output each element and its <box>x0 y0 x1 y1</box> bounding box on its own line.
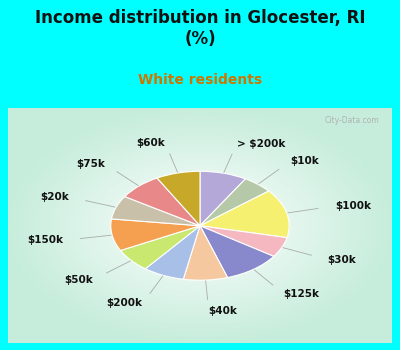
Text: $10k: $10k <box>290 156 319 166</box>
Text: $30k: $30k <box>328 254 356 265</box>
Text: City-Data.com: City-Data.com <box>325 116 380 125</box>
Text: Income distribution in Glocester, RI
(%): Income distribution in Glocester, RI (%) <box>35 9 365 48</box>
Wedge shape <box>145 226 200 279</box>
Text: $100k: $100k <box>335 201 371 211</box>
Text: $20k: $20k <box>40 192 69 202</box>
Wedge shape <box>112 197 200 226</box>
Wedge shape <box>111 219 200 251</box>
Wedge shape <box>200 171 245 226</box>
Text: $60k: $60k <box>137 139 165 148</box>
Wedge shape <box>120 226 200 269</box>
Wedge shape <box>183 226 228 280</box>
Text: $150k: $150k <box>27 235 63 245</box>
Wedge shape <box>125 178 200 226</box>
Wedge shape <box>200 179 269 226</box>
Wedge shape <box>200 226 274 278</box>
Text: $200k: $200k <box>107 298 143 308</box>
Text: > $200k: > $200k <box>237 139 285 149</box>
Text: White residents: White residents <box>138 74 262 88</box>
Text: $50k: $50k <box>64 275 93 285</box>
Text: $75k: $75k <box>76 159 105 169</box>
Wedge shape <box>200 226 287 256</box>
Wedge shape <box>157 171 200 226</box>
Wedge shape <box>200 191 289 238</box>
Text: $40k: $40k <box>209 306 238 316</box>
Text: $125k: $125k <box>284 289 320 299</box>
